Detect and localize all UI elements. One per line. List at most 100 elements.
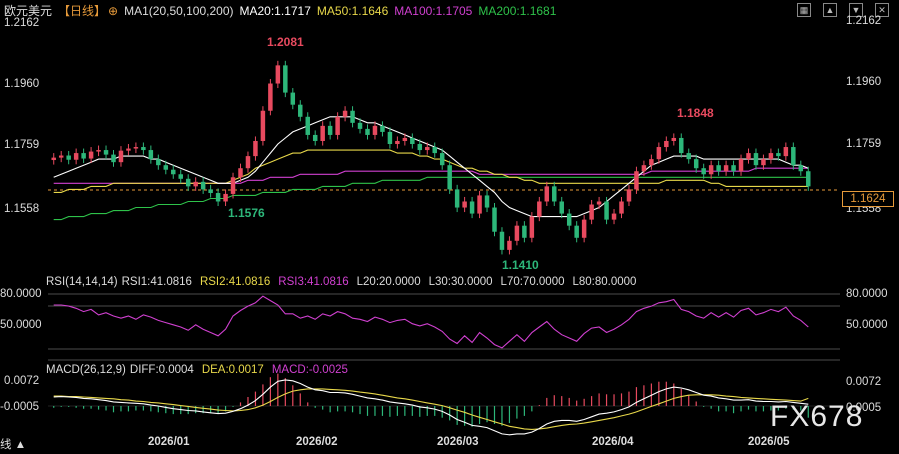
candle-body: [58, 155, 64, 158]
candle-body: [716, 165, 721, 172]
candle-body: [477, 195, 482, 214]
rsi-axis-left-0: 80.0000: [0, 288, 42, 300]
candle-body: [357, 122, 363, 129]
candle-body: [290, 92, 296, 105]
candle-body: [693, 159, 699, 169]
candle-body: [81, 153, 86, 159]
window-controls: ▦ ▲ ▼ ✕: [797, 3, 895, 17]
candle-body: [581, 219, 587, 238]
candle-body: [656, 147, 662, 160]
candle-body: [96, 150, 101, 152]
candle-body: [245, 156, 251, 169]
candle-body: [238, 168, 243, 178]
x-axis-label-4: 2026/05: [748, 436, 790, 448]
candle-body: [537, 201, 542, 217]
candle-body: [372, 125, 378, 135]
candle-body: [761, 159, 766, 166]
annotation-high-right: 1.1848: [677, 106, 714, 120]
rsi3-value: RSI3:41.0816: [278, 276, 349, 288]
candle-body: [103, 150, 109, 155]
current-price-tag: 1.1624: [842, 191, 894, 207]
ma100-value: MA100:1.1705: [394, 4, 473, 18]
annotation-low: 1.1410: [502, 258, 539, 272]
macd-value: MACD:-0.0025: [271, 364, 348, 376]
candle-body: [425, 147, 430, 151]
ma100-line: [53, 167, 809, 184]
macd-axis-left-0: 0.0072: [4, 375, 40, 387]
macd-label: MACD(26,12,9): [46, 364, 126, 376]
candle-body: [522, 225, 527, 238]
candle-body: [171, 169, 176, 175]
footer-left: 线 ▲: [0, 439, 27, 451]
candle-body: [619, 201, 624, 214]
candle-body: [791, 147, 796, 166]
candle-body: [447, 165, 452, 190]
candle-body: [402, 137, 408, 141]
candle-body: [395, 140, 400, 145]
candle-body: [260, 110, 266, 141]
rsi-l20: L20:20.0000: [356, 276, 421, 288]
ma50-line: [53, 149, 809, 193]
candle-body: [253, 140, 258, 157]
candle-body: [410, 137, 415, 145]
candle-body: [738, 159, 744, 172]
candle-body: [193, 181, 198, 187]
candle-body: [806, 171, 811, 187]
candle-body: [783, 147, 789, 157]
ma50-value: MA50:1.1646: [316, 4, 389, 18]
rsi-axis-left-1: 50.0000: [0, 319, 42, 331]
x-axis-label-3: 2026/04: [592, 436, 634, 448]
candle-body: [492, 207, 497, 232]
rsi-l30: L30:30.0000: [428, 276, 493, 288]
macd-axis-right-0: 0.0072: [846, 376, 882, 388]
candle-body: [327, 125, 333, 135]
macd-diff-value: DIFF:0.0004: [129, 364, 194, 376]
candle-body: [753, 153, 759, 166]
period-selector[interactable]: 【日线】: [58, 4, 107, 18]
rsi1-value: RSI1:41.0816: [121, 276, 192, 288]
ma200-line: [53, 176, 809, 221]
candle-body: [664, 140, 669, 148]
candle-body: [223, 193, 228, 202]
candle-body: [417, 144, 423, 151]
close-icon[interactable]: ✕: [875, 3, 889, 17]
rsi-label: RSI(14,14,14): [46, 276, 118, 288]
candle-body: [148, 150, 154, 160]
candle-body: [111, 154, 116, 163]
price-axis-left-1: 1.1960: [4, 78, 40, 90]
up-icon[interactable]: ▲: [823, 3, 837, 17]
candle-body: [454, 189, 460, 208]
price-axis-left-2: 1.1759: [4, 139, 40, 151]
candle-body: [230, 177, 236, 194]
candle-body: [73, 153, 79, 160]
candle-body: [178, 174, 183, 179]
symbol-name[interactable]: 欧元美元: [4, 4, 53, 18]
candle-body: [544, 186, 550, 202]
candle-body: [342, 110, 348, 117]
candle-body: [156, 159, 161, 166]
candle-body: [200, 181, 206, 190]
candle-body: [283, 65, 288, 93]
candle-body: [88, 151, 94, 159]
rsi-axis-right-0: 80.0000: [846, 288, 888, 300]
add-indicator-icon[interactable]: ⊕: [108, 4, 119, 18]
candle-body: [320, 125, 325, 141]
candle-body: [126, 148, 131, 151]
candle-body: [731, 165, 736, 172]
candle-body: [552, 186, 557, 202]
macd-axis-left-1: -0.0005: [0, 401, 40, 413]
down-icon[interactable]: ▼: [849, 3, 863, 17]
candle-body: [275, 65, 281, 84]
candle-body: [208, 189, 213, 194]
candle-body: [626, 189, 632, 202]
candle-body: [589, 204, 594, 220]
candle-body: [604, 201, 609, 220]
price-axis-right-2: 1.1759: [846, 138, 882, 150]
settings-icon[interactable]: ▦: [797, 3, 811, 17]
candle-body: [671, 137, 677, 141]
candle-body: [350, 110, 355, 123]
candle-body: [634, 171, 639, 190]
price-axis-right-0: 1.2162: [846, 15, 882, 27]
candle-body: [312, 134, 318, 141]
